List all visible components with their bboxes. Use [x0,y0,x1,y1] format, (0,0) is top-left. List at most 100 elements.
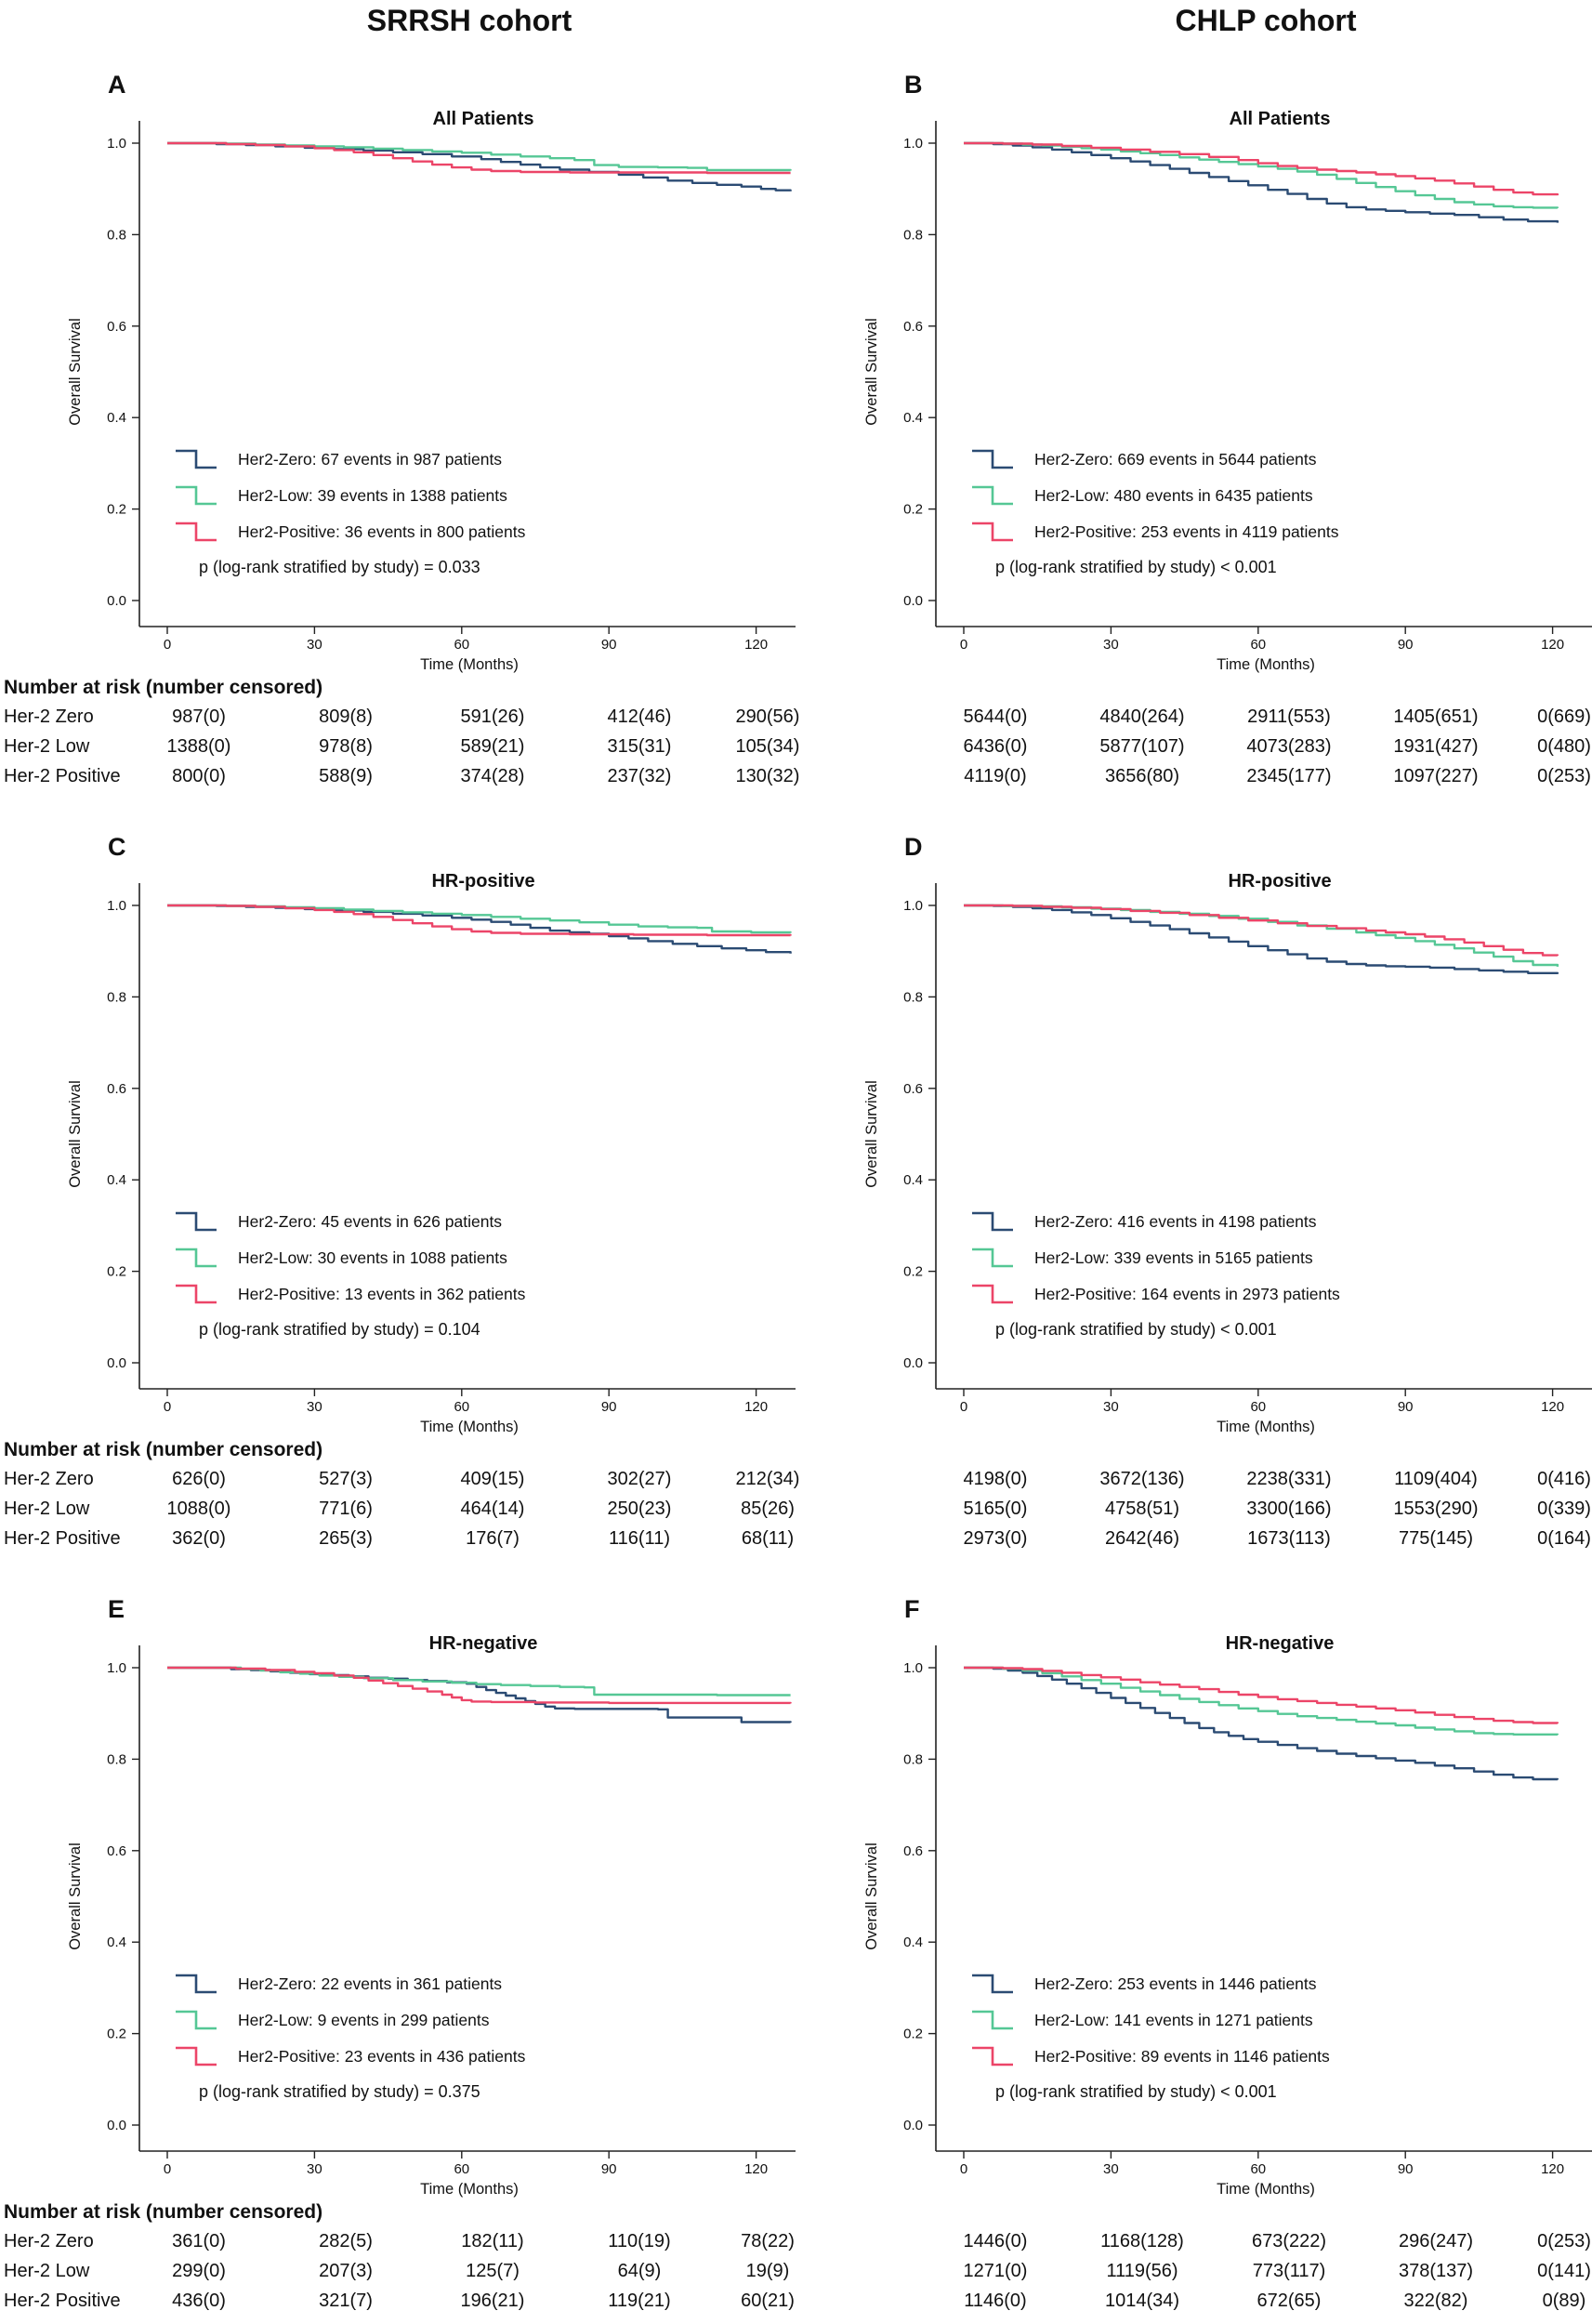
y-axis-title: Overall Survival [863,1080,880,1188]
risk-cell: 672(65) [1256,2291,1322,2311]
curve-her2-zero [964,1666,1559,1781]
risk-cell: 2238(331) [1246,1469,1332,1489]
panel-label: C [108,833,126,861]
panel-e: E HR-negative Overall Survival 0.0 0.2 0.4… [0,1590,796,2324]
km-step-icon [176,485,217,506]
risk-cell: 1931(427) [1393,736,1479,757]
risk-cell: 4758(51) [1104,1499,1180,1519]
risk-cell: 130(32) [735,766,800,786]
y-tick-label: 1.0 [903,136,923,152]
km-step-icon [176,1974,217,1994]
y-tick-label: 0.0 [107,593,126,609]
risk-table-header: Number at risk (number censored) [4,2201,323,2223]
risk-cell: 0(416) [1537,1469,1591,1489]
y-tick-label: 1.0 [107,1660,126,1676]
risk-row-her2-positive: 1146(0) 1014(34) 672(65) 322(82) 0(89) [796,2291,1592,2315]
risk-cell: 0(164) [1537,1528,1591,1549]
legend-item-her2-zero: Her2-Zero: 253 events in 1446 patients [971,1971,1317,1997]
km-step-icon [972,2046,1013,2067]
x-tick-label: 0 [164,1399,171,1415]
risk-row-her2-low: 6436(0) 5877(107) 4073(283) 1931(427) 0(… [796,736,1592,760]
km-step-icon [176,1248,217,1268]
survival-chart: All Patients Overall Survival 0.00.20.40… [67,109,796,673]
chart-title: HR-negative [1226,1633,1335,1654]
x-tick-label: 90 [1398,637,1414,653]
legend-item-her2-positive: Her2-Positive: 23 events in 436 patients [175,2043,525,2069]
p-value-text: p (log-rank stratified by study) < 0.001 [995,558,1277,576]
legend-label: Her2-Low: 9 events in 299 patients [238,2010,490,2029]
cohort-title-right: CHLP cohort [1175,4,1357,37]
risk-cell: 19(9) [745,2261,790,2281]
risk-row-her2-zero: Her-2 Zero 626(0) 527(3) 409(15) 302(27)… [0,1469,799,1493]
y-tick-label: 0.0 [903,593,923,609]
legend-item-her2-low: Her2-Low: 480 events in 6435 patients [971,482,1313,508]
y-tick-label: 0.8 [903,989,923,1005]
risk-cell: 302(27) [607,1469,672,1489]
x-axis-title: Time (Months) [420,1419,519,1435]
risk-row-label: Her-2 Zero [4,1469,94,1489]
legend-item-her2-zero: Her2-Zero: 22 events in 361 patients [175,1971,502,1997]
risk-cell: 68(11) [741,1528,795,1549]
curve-her2-low [964,1666,1559,1736]
y-tick-label: 0.4 [107,1934,126,1950]
risk-row-label: Her-2 Positive [4,766,121,786]
km-step-icon [972,1974,1013,1994]
legend-item-her2-zero: Her2-Zero: 45 events in 626 patients [175,1208,502,1235]
p-value-text: p (log-rank stratified by study) = 0.375 [199,2082,480,2101]
axes: 0.0 0.2 0.4 0.6 0.8 1.0 0 30 60 90 120 [107,1645,796,2177]
risk-cell: 1168(128) [1100,2231,1184,2251]
km-step-icon [972,485,1013,506]
risk-row-label: Her-2 Low [4,1499,90,1519]
risk-cell: 237(32) [607,766,672,786]
risk-row-her2-low: Her-2 Low 299(0) 207(3) 125(7) 64(9) 19(… [0,2261,796,2285]
survival-chart: HR-negative Overall Survival 0.00.20.40.… [863,1633,1592,2198]
legend-label: Her2-Zero: 67 events in 987 patients [238,449,503,469]
y-tick-label: 0.4 [107,1172,126,1188]
risk-cell: 296(247) [1398,2231,1474,2251]
legend-item-her2-positive: Her2-Positive: 89 events in 1146 patient… [971,2043,1330,2069]
legend-label: Her2-Positive: 13 events in 362 patients [238,1284,526,1303]
risk-cell: 374(28) [460,766,525,786]
panel-d: D HR-positive Overall Survival 0.0 0.2 0.4… [796,827,1592,1562]
axes: 0.0 0.2 0.4 0.6 0.8 1.0 0 30 60 90 120 [903,1645,1592,2177]
legend-item-her2-zero: Her2-Zero: 669 events in 5644 patients [971,446,1317,472]
curve-her2-positive [964,1666,1559,1724]
x-tick-label: 30 [307,637,322,653]
x-tick-label: 60 [1250,2161,1266,2177]
risk-cell: 0(253) [1537,766,1591,786]
y-tick-label: 0.6 [903,1843,923,1859]
curve-her2-positive [167,1666,792,1705]
risk-cell: 0(141) [1537,2261,1591,2281]
legend-label: Her2-Positive: 253 events in 4119 patien… [1034,522,1339,541]
panel-label: B [904,71,923,99]
cohort-title-left: SRRSH cohort [366,4,572,37]
curve-her2-positive [964,141,1559,196]
risk-cell: 809(8) [319,706,373,727]
km-step-icon [176,449,217,469]
risk-cell: 4840(264) [1099,706,1185,727]
risk-cell: 182(11) [461,2231,524,2251]
risk-cell: 176(7) [466,1528,520,1549]
km-step-icon [176,1284,217,1304]
curves [167,141,792,191]
curve-her2-positive [167,141,791,175]
y-tick-label: 1.0 [903,1660,923,1676]
risk-cell: 1405(651) [1393,706,1479,727]
survival-chart: All Patients Overall Survival 0.00.20.40… [863,109,1592,673]
legend-label: Her2-Zero: 253 events in 1446 patients [1034,1974,1317,1993]
curve-her2-zero [964,141,1559,223]
legend-item-her2-positive: Her2-Positive: 36 events in 800 patients [175,519,525,545]
legend-label: Her2-Zero: 416 events in 4198 patients [1034,1211,1317,1231]
risk-row-her2-zero: 4198(0) 3672(136) 2238(331) 1109(404) 0(… [796,1469,1592,1493]
y-tick-label: 0.6 [903,1081,923,1097]
legend-label: Her2-Low: 480 events in 6435 patients [1034,485,1313,505]
x-tick-label: 0 [960,637,967,653]
risk-cell: 589(21) [460,736,525,757]
y-tick-label: 0.0 [903,1355,923,1371]
risk-cell: 60(21) [741,2291,795,2311]
risk-row-her2-low: 1271(0) 1119(56) 773(117) 378(137) 0(141… [796,2261,1592,2285]
panel-f: F HR-negative Overall Survival 0.0 0.2 0.4… [796,1590,1592,2324]
risk-cell: 250(23) [607,1499,672,1519]
x-tick-label: 60 [454,2161,469,2177]
y-tick-label: 0.6 [107,1081,126,1097]
